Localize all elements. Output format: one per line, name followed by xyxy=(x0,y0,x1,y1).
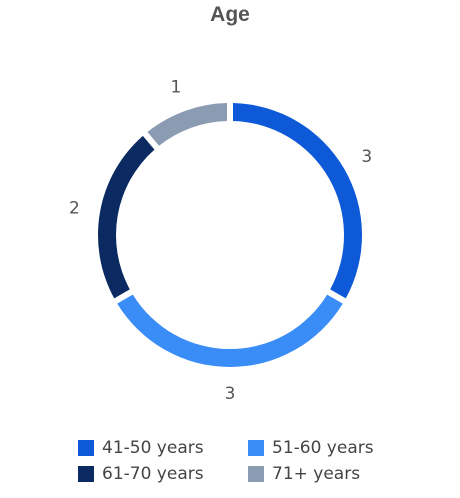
donut-slice[interactable] xyxy=(97,135,155,299)
donut-slice[interactable] xyxy=(232,103,363,299)
legend-label: 61-70 years xyxy=(102,464,204,484)
chart-title: Age xyxy=(210,3,250,26)
slice-value-label: 2 xyxy=(69,199,80,219)
slice-value-label: 3 xyxy=(361,147,372,167)
slice-value-label: 3 xyxy=(225,384,236,404)
donut-slice[interactable] xyxy=(117,294,343,367)
slice-value-label: 1 xyxy=(171,78,182,98)
legend-swatch xyxy=(248,440,264,456)
chart-legend: 41-50 years 51-60 years 61-70 years 71+ … xyxy=(78,437,418,485)
legend-swatch xyxy=(78,466,94,482)
donut-slice[interactable] xyxy=(147,103,228,146)
legend-label: 51-60 years xyxy=(272,438,374,458)
legend-item-61-70[interactable]: 61-70 years xyxy=(78,463,248,485)
legend-item-71-plus[interactable]: 71+ years xyxy=(248,463,418,485)
legend-label: 71+ years xyxy=(272,464,361,484)
legend-swatch xyxy=(78,440,94,456)
legend-label: 41-50 years xyxy=(102,438,204,458)
legend-swatch xyxy=(248,466,264,482)
donut-chart: 3 3 2 1 xyxy=(69,78,372,404)
legend-item-41-50[interactable]: 41-50 years xyxy=(78,437,248,459)
legend-item-51-60[interactable]: 51-60 years xyxy=(248,437,418,459)
